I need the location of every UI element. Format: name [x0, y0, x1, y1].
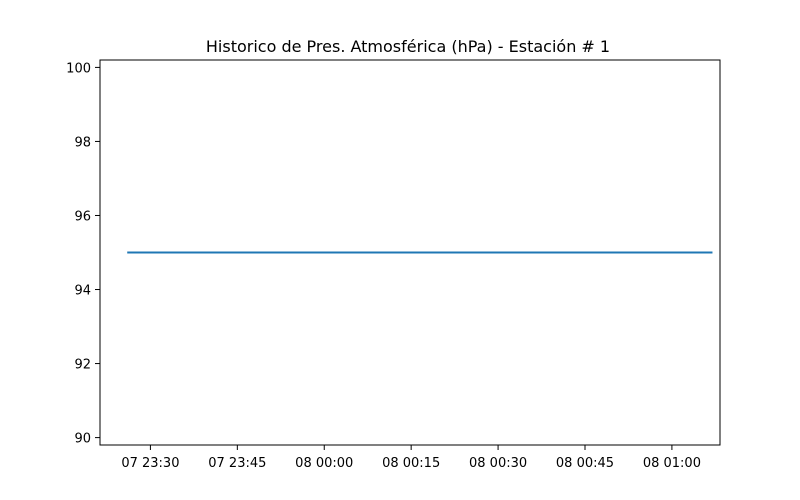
x-tick-label: 07 23:30: [121, 456, 179, 471]
x-tick-label: 08 00:15: [382, 456, 440, 471]
x-tick-label: 08 01:00: [643, 456, 701, 471]
y-tick-label: 96: [74, 209, 91, 224]
y-tick-label: 94: [74, 284, 91, 299]
x-tick-label: 08 00:45: [556, 456, 614, 471]
y-axis-ticks: 90 92 94 96 98 100: [66, 61, 100, 447]
y-tick-label: 100: [66, 61, 91, 76]
y-tick-label: 92: [74, 358, 91, 373]
y-tick-label: 90: [74, 432, 91, 447]
y-tick-label: 98: [74, 135, 91, 150]
chart-title: Historico de Pres. Atmosférica (hPa) - E…: [206, 37, 610, 56]
plot-frame: [99, 59, 721, 446]
x-tick-label: 08 00:00: [295, 456, 353, 471]
x-tick-label: 08 00:30: [469, 456, 527, 471]
x-tick-label: 07 23:45: [208, 456, 266, 471]
x-axis-ticks: 07 23:30 07 23:45 08 00:00 08 00:15 08 00:30…: [121, 445, 701, 471]
